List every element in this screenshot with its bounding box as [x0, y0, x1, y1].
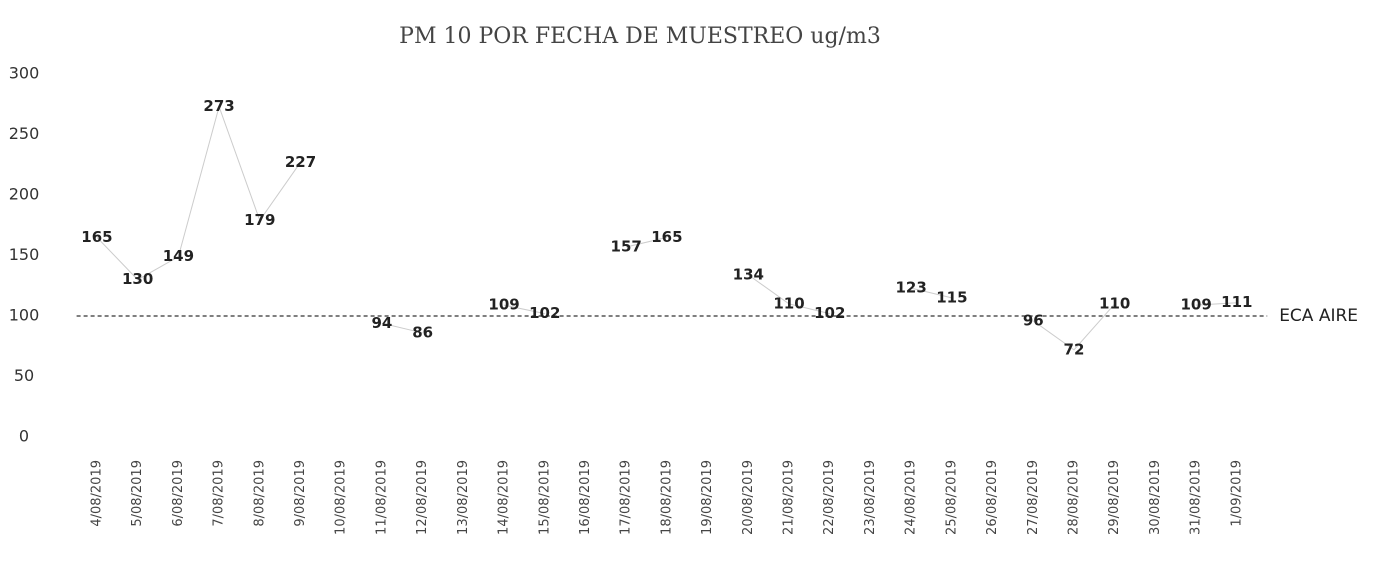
data-label: 109 — [488, 296, 519, 314]
data-label: 149 — [163, 247, 194, 265]
data-label: 102 — [529, 304, 560, 322]
y-tick-label: 300 — [9, 64, 40, 83]
data-label: 115 — [936, 288, 967, 306]
x-tick-label: 18/08/2019 — [659, 460, 674, 535]
x-tick-label: 24/08/2019 — [904, 460, 919, 535]
y-tick-label: 50 — [14, 366, 34, 385]
x-tick-label: 10/08/2019 — [334, 460, 349, 535]
data-label: 179 — [244, 211, 275, 229]
reference-label: ECA AIRE — [1279, 306, 1358, 326]
data-label: 273 — [203, 97, 234, 115]
x-tick-label: 9/08/2019 — [293, 460, 308, 527]
data-label: 157 — [611, 238, 642, 256]
x-tick-label: 15/08/2019 — [537, 460, 552, 535]
x-tick-label: 7/08/2019 — [212, 460, 227, 527]
y-tick-label: 250 — [9, 124, 40, 143]
x-tick-label: 22/08/2019 — [822, 460, 837, 535]
x-tick-label: 30/08/2019 — [1148, 460, 1163, 535]
y-tick-label: 100 — [9, 306, 40, 325]
data-label: 165 — [651, 228, 682, 246]
y-tick-label: 0 — [19, 427, 29, 446]
data-label: 94 — [371, 314, 392, 332]
x-tick-label: 20/08/2019 — [741, 460, 756, 535]
x-tick-label: 29/08/2019 — [1107, 460, 1122, 535]
x-tick-label: 1/09/2019 — [1229, 460, 1244, 527]
data-label: 227 — [285, 153, 316, 171]
x-tick-label: 13/08/2019 — [456, 460, 471, 535]
data-label: 123 — [895, 279, 926, 297]
x-tick-label: 27/08/2019 — [1026, 460, 1041, 535]
y-tick-label: 150 — [9, 245, 40, 264]
data-label: 86 — [412, 323, 433, 341]
data-label: 130 — [122, 270, 153, 288]
x-tick-label: 6/08/2019 — [171, 460, 186, 527]
x-tick-label: 23/08/2019 — [863, 460, 878, 535]
data-label: 134 — [733, 265, 764, 283]
data-label: 96 — [1023, 311, 1044, 329]
data-label: 165 — [81, 228, 112, 246]
chart-title: PM 10 POR FECHA DE MUESTREO ug/m3 — [399, 24, 881, 49]
data-label: 111 — [1221, 293, 1252, 311]
y-tick-label: 200 — [9, 185, 40, 204]
data-label: 110 — [773, 294, 804, 312]
x-tick-label: 25/08/2019 — [944, 460, 959, 535]
x-tick-label: 11/08/2019 — [374, 460, 389, 535]
data-label: 110 — [1099, 294, 1130, 312]
data-label: 102 — [814, 304, 845, 322]
data-label: 109 — [1180, 296, 1211, 314]
x-tick-label: 28/08/2019 — [1066, 460, 1081, 535]
x-tick-label: 16/08/2019 — [578, 460, 593, 535]
data-label: 72 — [1064, 340, 1085, 358]
x-tick-label: 19/08/2019 — [700, 460, 715, 535]
x-tick-label: 8/08/2019 — [252, 460, 267, 527]
x-tick-label: 26/08/2019 — [985, 460, 1000, 535]
x-tick-label: 4/08/2019 — [89, 460, 104, 527]
x-tick-label: 31/08/2019 — [1189, 460, 1204, 535]
x-tick-label: 21/08/2019 — [782, 460, 797, 535]
series-line — [96, 105, 1237, 351]
x-tick-label: 5/08/2019 — [130, 460, 145, 527]
x-tick-label: 14/08/2019 — [497, 460, 512, 535]
x-tick-label: 12/08/2019 — [415, 460, 430, 535]
x-tick-label: 17/08/2019 — [619, 460, 634, 535]
